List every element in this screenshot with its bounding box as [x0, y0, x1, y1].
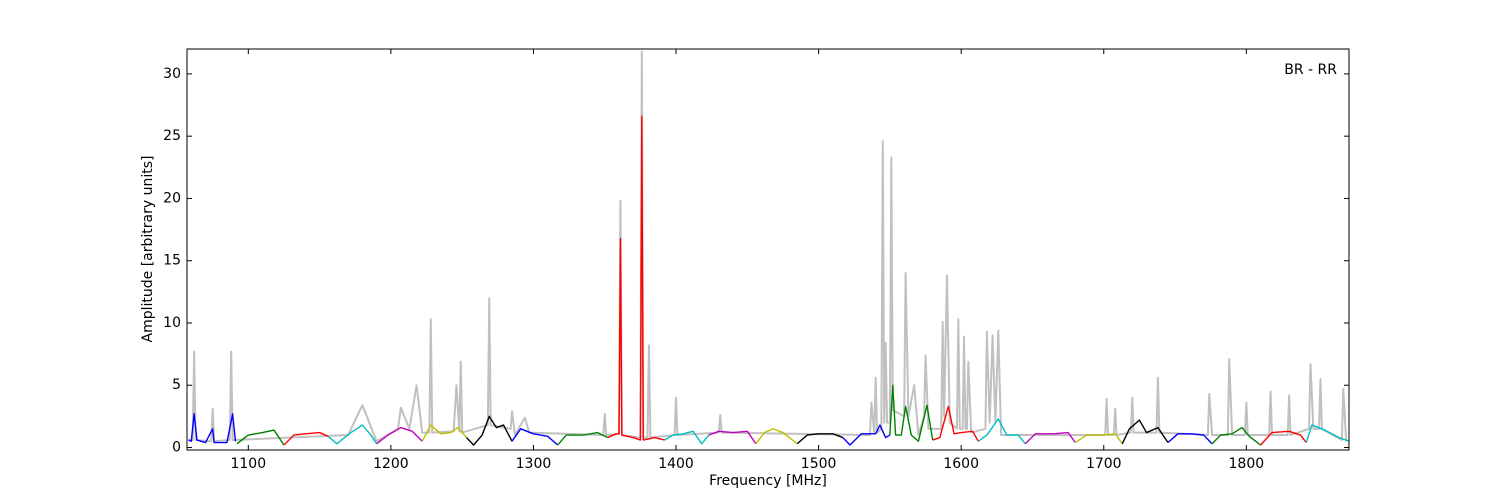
spectrum-line [977, 418, 1026, 445]
x-tick-label: 1800 [1229, 456, 1265, 472]
x-tick-label: 1200 [373, 456, 409, 472]
y-tick-label: 20 [163, 190, 181, 206]
plot-frame [186, 48, 1350, 451]
x-tick-label: 1500 [801, 456, 837, 472]
y-tick-label: 5 [172, 377, 181, 393]
spectrum-line [283, 431, 329, 446]
spectrum-line [421, 424, 467, 442]
spectrum-line [1074, 433, 1123, 445]
spectrum-line [1305, 424, 1349, 443]
x-tick-label: 1600 [943, 456, 979, 472]
spectrum-line [1167, 433, 1213, 445]
x-tick-label: 1100 [230, 456, 266, 472]
y-tick-label: 10 [163, 315, 181, 331]
spectrum-line [327, 424, 378, 445]
y-tick-label: 30 [163, 66, 181, 82]
spectrum-line [1211, 426, 1262, 446]
spectrum-line [1260, 430, 1307, 446]
x-tick-label: 1300 [516, 456, 552, 472]
spectrum-line [842, 424, 891, 446]
spectrum-line [796, 433, 844, 445]
spectrum-line [188, 50, 1348, 443]
plot-lines [188, 50, 1349, 446]
spectrum-line [236, 429, 285, 446]
spectrum-line [557, 431, 608, 446]
spectrum-line [889, 384, 934, 442]
y-tick-label: 0 [172, 440, 181, 456]
spectrum-line [708, 430, 757, 445]
spectrum-line [607, 115, 665, 441]
spectrum-line [932, 405, 979, 442]
annotation: BR - RR [1284, 62, 1337, 78]
spectrum-line [1121, 419, 1169, 445]
spectrum-line [1024, 431, 1076, 445]
y-tick-label: 25 [163, 128, 181, 144]
x-tick-label: 1400 [658, 456, 694, 472]
y-axis-label: Amplitude [arbitrary units] [140, 156, 156, 343]
spectrum-line [188, 413, 237, 444]
x-axis-label: Frequency [MHz] [709, 473, 827, 489]
spectrum-line [755, 428, 798, 445]
spectrum-line [511, 428, 559, 446]
spectrum-line [465, 415, 513, 446]
y-tick-label: 15 [163, 253, 181, 269]
x-tick-label: 1700 [1086, 456, 1122, 472]
spectrum-line [376, 426, 423, 445]
spectrum-line [664, 430, 710, 445]
